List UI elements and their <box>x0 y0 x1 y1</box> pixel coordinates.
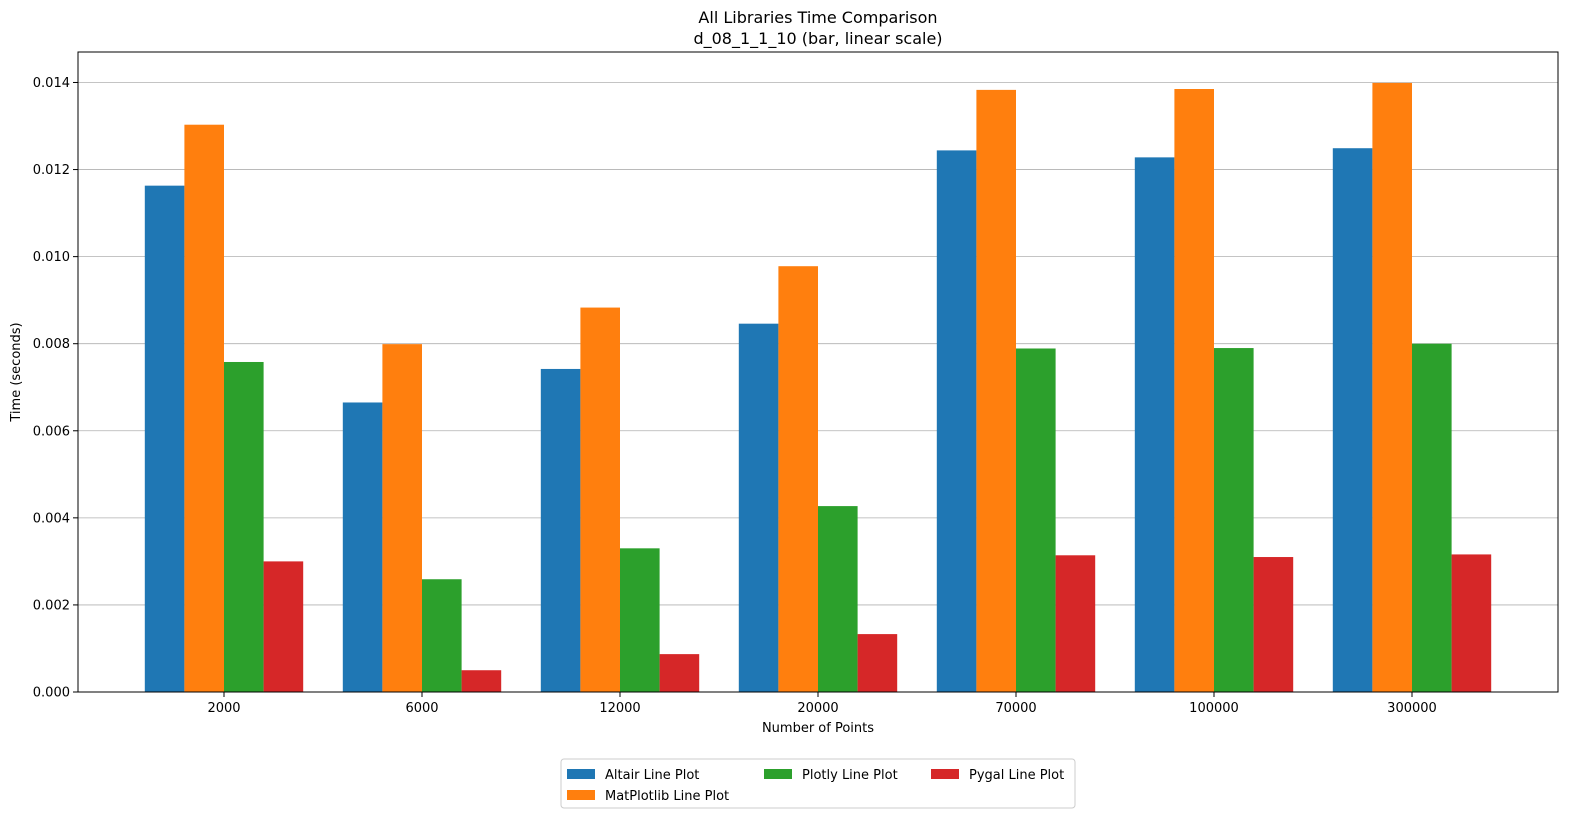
legend-label: Altair Line Plot <box>605 768 699 783</box>
y-axis-label: Time (seconds) <box>9 322 24 422</box>
bar <box>976 89 1016 692</box>
y-tick-label: 0.000 <box>33 686 70 701</box>
bar <box>936 150 977 693</box>
bar <box>540 368 581 692</box>
x-tick-label: 300000 <box>1387 701 1437 716</box>
x-tick-label: 70000 <box>995 701 1036 716</box>
y-tick-label: 0.012 <box>33 163 70 178</box>
legend-label: MatPlotlib Line Plot <box>605 789 729 804</box>
legend-swatch <box>764 769 792 779</box>
bar <box>1174 89 1214 692</box>
legend-label: Pygal Line Plot <box>969 768 1064 783</box>
bar <box>461 670 502 692</box>
bar <box>144 185 185 693</box>
bars <box>144 82 1492 693</box>
x-tick-label: 100000 <box>1189 701 1239 716</box>
y-tick-label: 0.008 <box>33 337 70 352</box>
bar <box>659 654 700 692</box>
legend: Altair Line Plot MatPlotlib Line Plot Plot… <box>560 758 1076 809</box>
bar <box>1055 555 1096 692</box>
legend-swatch <box>931 769 959 779</box>
legend-swatch <box>567 790 595 800</box>
bar <box>778 266 818 692</box>
bar <box>620 548 660 692</box>
y-tick-label: 0.006 <box>33 424 70 439</box>
bar <box>818 506 858 692</box>
bar <box>1214 348 1254 692</box>
bar <box>738 323 779 692</box>
bar <box>580 307 620 692</box>
y-tick-label: 0.002 <box>33 598 70 613</box>
bar <box>1016 348 1056 692</box>
bar <box>857 634 898 692</box>
legend-items: Altair Line Plot MatPlotlib Line Plot Plot… <box>567 768 1064 804</box>
chart-title: All Libraries Time Comparison <box>698 8 937 27</box>
bar <box>1332 148 1373 693</box>
y-tick-label: 0.010 <box>33 250 70 265</box>
bar <box>1253 557 1294 692</box>
y-tick-label: 0.014 <box>33 76 70 91</box>
bar <box>1412 343 1452 692</box>
legend-label: Plotly Line Plot <box>802 768 898 783</box>
x-axis-label: Number of Points <box>762 721 874 736</box>
x-tick-label: 6000 <box>405 701 438 716</box>
bar <box>382 344 422 692</box>
bar <box>422 579 462 692</box>
x-axis-ticks: 2000 6000 12000 20000 70000 100000 300000 <box>207 692 1437 716</box>
bar <box>224 361 264 692</box>
y-tick-label: 0.004 <box>33 511 70 526</box>
bar <box>342 402 383 692</box>
x-tick-label: 20000 <box>797 701 838 716</box>
chart-subtitle: d_08_1_1_10 (bar, linear scale) <box>693 29 942 49</box>
x-tick-label: 2000 <box>207 701 240 716</box>
legend-swatch <box>567 769 595 779</box>
y-axis-ticks: 0.000 0.002 0.004 0.006 0.008 0.010 0.012 0.014 <box>33 76 78 701</box>
bar <box>184 124 224 693</box>
bar <box>1451 554 1492 692</box>
bar <box>263 561 304 692</box>
x-tick-label: 12000 <box>599 701 640 716</box>
bar <box>1372 82 1412 693</box>
bar <box>1134 157 1175 693</box>
